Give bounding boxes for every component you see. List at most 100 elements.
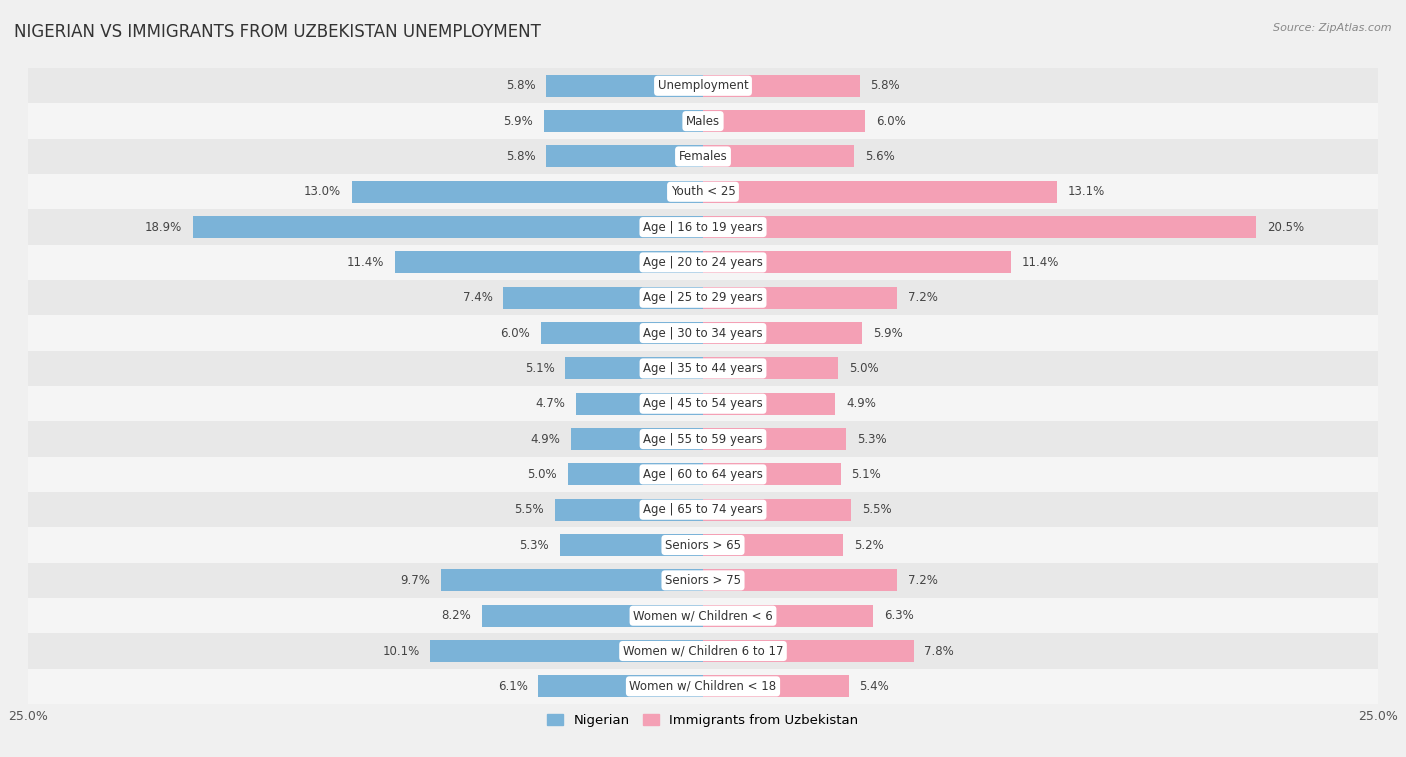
Bar <box>703 534 844 556</box>
Bar <box>703 217 1257 238</box>
Bar <box>28 350 1378 386</box>
Text: 6.1%: 6.1% <box>498 680 527 693</box>
Text: Age | 35 to 44 years: Age | 35 to 44 years <box>643 362 763 375</box>
Text: Age | 20 to 24 years: Age | 20 to 24 years <box>643 256 763 269</box>
Bar <box>703 145 855 167</box>
Text: Women w/ Children < 18: Women w/ Children < 18 <box>630 680 776 693</box>
Bar <box>703 463 841 485</box>
Text: 6.3%: 6.3% <box>884 609 914 622</box>
Bar <box>547 145 703 167</box>
Bar <box>430 640 703 662</box>
Bar <box>395 251 703 273</box>
Bar <box>28 245 1378 280</box>
Text: Males: Males <box>686 114 720 128</box>
Bar <box>703 393 835 415</box>
Text: 13.1%: 13.1% <box>1067 185 1105 198</box>
Text: 4.7%: 4.7% <box>536 397 565 410</box>
Text: Youth < 25: Youth < 25 <box>671 185 735 198</box>
Legend: Nigerian, Immigrants from Uzbekistan: Nigerian, Immigrants from Uzbekistan <box>543 709 863 732</box>
Bar <box>703 111 865 132</box>
Bar <box>28 562 1378 598</box>
Bar <box>547 75 703 97</box>
Text: 5.0%: 5.0% <box>849 362 879 375</box>
Bar <box>28 174 1378 210</box>
Text: 5.1%: 5.1% <box>852 468 882 481</box>
Text: Source: ZipAtlas.com: Source: ZipAtlas.com <box>1274 23 1392 33</box>
Bar <box>193 217 703 238</box>
Bar <box>538 675 703 697</box>
Text: 5.8%: 5.8% <box>870 79 900 92</box>
Text: Unemployment: Unemployment <box>658 79 748 92</box>
Text: 7.8%: 7.8% <box>924 644 955 658</box>
Bar <box>703 675 849 697</box>
Text: Age | 16 to 19 years: Age | 16 to 19 years <box>643 220 763 234</box>
Text: 11.4%: 11.4% <box>1022 256 1059 269</box>
Bar <box>560 534 703 556</box>
Text: 8.2%: 8.2% <box>441 609 471 622</box>
Bar <box>703 499 852 521</box>
Bar <box>28 668 1378 704</box>
Bar <box>703 322 862 344</box>
Bar <box>703 251 1011 273</box>
Text: 5.9%: 5.9% <box>503 114 533 128</box>
Text: 7.2%: 7.2% <box>908 574 938 587</box>
Text: Age | 25 to 29 years: Age | 25 to 29 years <box>643 291 763 304</box>
Text: 5.5%: 5.5% <box>862 503 891 516</box>
Text: 5.9%: 5.9% <box>873 326 903 340</box>
Bar <box>703 605 873 627</box>
Text: Females: Females <box>679 150 727 163</box>
Bar <box>541 322 703 344</box>
Text: 5.8%: 5.8% <box>506 79 536 92</box>
Bar <box>28 492 1378 528</box>
Text: 5.5%: 5.5% <box>515 503 544 516</box>
Text: 5.1%: 5.1% <box>524 362 554 375</box>
Bar <box>703 640 914 662</box>
Text: 6.0%: 6.0% <box>876 114 905 128</box>
Text: Age | 55 to 59 years: Age | 55 to 59 years <box>643 432 763 446</box>
Text: Age | 45 to 54 years: Age | 45 to 54 years <box>643 397 763 410</box>
Bar <box>441 569 703 591</box>
Text: 13.0%: 13.0% <box>304 185 342 198</box>
Text: 11.4%: 11.4% <box>347 256 384 269</box>
Bar <box>28 386 1378 422</box>
Bar <box>703 287 897 309</box>
Bar <box>28 104 1378 139</box>
Bar <box>28 456 1378 492</box>
Bar <box>28 210 1378 245</box>
Bar <box>28 598 1378 634</box>
Bar <box>703 428 846 450</box>
Text: Age | 65 to 74 years: Age | 65 to 74 years <box>643 503 763 516</box>
Bar <box>28 280 1378 316</box>
Text: 7.4%: 7.4% <box>463 291 492 304</box>
Bar <box>28 634 1378 668</box>
Bar <box>568 463 703 485</box>
Bar <box>352 181 703 203</box>
Bar <box>28 139 1378 174</box>
Text: 5.8%: 5.8% <box>506 150 536 163</box>
Text: 6.0%: 6.0% <box>501 326 530 340</box>
Bar <box>703 569 897 591</box>
Text: 9.7%: 9.7% <box>401 574 430 587</box>
Text: 4.9%: 4.9% <box>846 397 876 410</box>
Bar <box>554 499 703 521</box>
Text: 18.9%: 18.9% <box>145 220 181 234</box>
Bar <box>482 605 703 627</box>
Bar <box>28 422 1378 456</box>
Text: 5.4%: 5.4% <box>859 680 890 693</box>
Bar <box>565 357 703 379</box>
Text: 20.5%: 20.5% <box>1267 220 1305 234</box>
Text: Seniors > 75: Seniors > 75 <box>665 574 741 587</box>
Text: Seniors > 65: Seniors > 65 <box>665 538 741 552</box>
Bar <box>28 68 1378 104</box>
Text: 4.9%: 4.9% <box>530 432 560 446</box>
Bar <box>28 316 1378 350</box>
Text: 10.1%: 10.1% <box>382 644 419 658</box>
Bar <box>703 75 859 97</box>
Text: 7.2%: 7.2% <box>908 291 938 304</box>
Bar <box>703 181 1057 203</box>
Bar <box>703 357 838 379</box>
Text: Women w/ Children < 6: Women w/ Children < 6 <box>633 609 773 622</box>
Text: 5.0%: 5.0% <box>527 468 557 481</box>
Bar <box>576 393 703 415</box>
Bar <box>571 428 703 450</box>
